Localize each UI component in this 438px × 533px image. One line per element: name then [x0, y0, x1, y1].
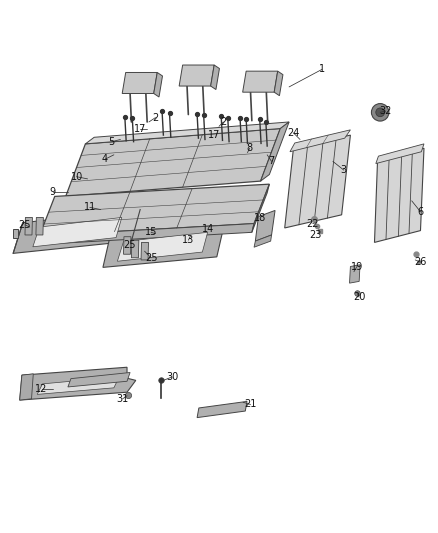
Polygon shape	[37, 223, 254, 245]
Polygon shape	[85, 122, 289, 144]
Text: 30: 30	[166, 372, 178, 382]
Text: 24: 24	[287, 128, 300, 138]
Text: 21: 21	[244, 399, 257, 409]
Polygon shape	[197, 401, 247, 418]
Text: 15: 15	[145, 228, 157, 237]
Text: 32: 32	[379, 106, 392, 116]
Text: 25: 25	[19, 220, 31, 230]
Polygon shape	[254, 235, 272, 247]
Polygon shape	[124, 237, 131, 254]
Text: 4: 4	[102, 154, 108, 164]
Text: 25: 25	[123, 240, 135, 249]
Text: 2: 2	[220, 117, 226, 127]
Text: 3: 3	[341, 165, 347, 175]
Polygon shape	[261, 122, 289, 181]
Text: 2: 2	[152, 112, 159, 123]
Polygon shape	[243, 71, 278, 92]
Text: 23: 23	[309, 230, 321, 239]
Polygon shape	[13, 209, 140, 253]
Polygon shape	[141, 243, 148, 260]
Text: 7: 7	[268, 156, 275, 166]
Polygon shape	[36, 217, 43, 235]
Text: 14: 14	[202, 224, 214, 235]
Polygon shape	[25, 217, 32, 235]
Polygon shape	[13, 229, 18, 238]
Polygon shape	[117, 232, 208, 261]
Text: 25: 25	[145, 253, 157, 263]
Text: 13: 13	[182, 235, 194, 245]
Polygon shape	[66, 128, 280, 197]
Polygon shape	[255, 211, 275, 241]
Text: 5: 5	[109, 136, 115, 147]
Polygon shape	[20, 374, 33, 400]
Text: 18: 18	[254, 213, 266, 223]
Polygon shape	[374, 148, 424, 243]
Polygon shape	[37, 377, 119, 394]
Text: 11: 11	[84, 203, 96, 212]
Polygon shape	[274, 71, 283, 96]
Polygon shape	[103, 224, 224, 268]
Circle shape	[371, 103, 389, 121]
Text: 26: 26	[414, 257, 427, 267]
Polygon shape	[122, 72, 157, 93]
Polygon shape	[350, 265, 360, 283]
Text: 10: 10	[71, 172, 83, 182]
Circle shape	[376, 108, 385, 117]
Polygon shape	[179, 65, 214, 86]
Text: 1: 1	[319, 64, 325, 75]
Text: 6: 6	[417, 207, 424, 217]
Text: 22: 22	[307, 219, 319, 229]
Text: 17: 17	[134, 124, 146, 134]
Text: 17: 17	[208, 130, 221, 140]
Text: 9: 9	[49, 187, 56, 197]
Polygon shape	[131, 240, 139, 258]
Polygon shape	[39, 184, 269, 236]
Polygon shape	[211, 65, 219, 90]
Text: 19: 19	[351, 262, 363, 271]
Text: 20: 20	[353, 292, 365, 302]
Text: 8: 8	[247, 143, 253, 154]
Polygon shape	[68, 373, 130, 387]
Polygon shape	[376, 144, 424, 164]
Text: 31: 31	[117, 394, 129, 404]
Polygon shape	[290, 130, 350, 152]
Polygon shape	[285, 135, 350, 228]
Polygon shape	[20, 367, 136, 400]
Polygon shape	[154, 72, 162, 97]
Polygon shape	[33, 217, 122, 247]
Text: 12: 12	[35, 384, 48, 394]
Polygon shape	[252, 184, 269, 232]
